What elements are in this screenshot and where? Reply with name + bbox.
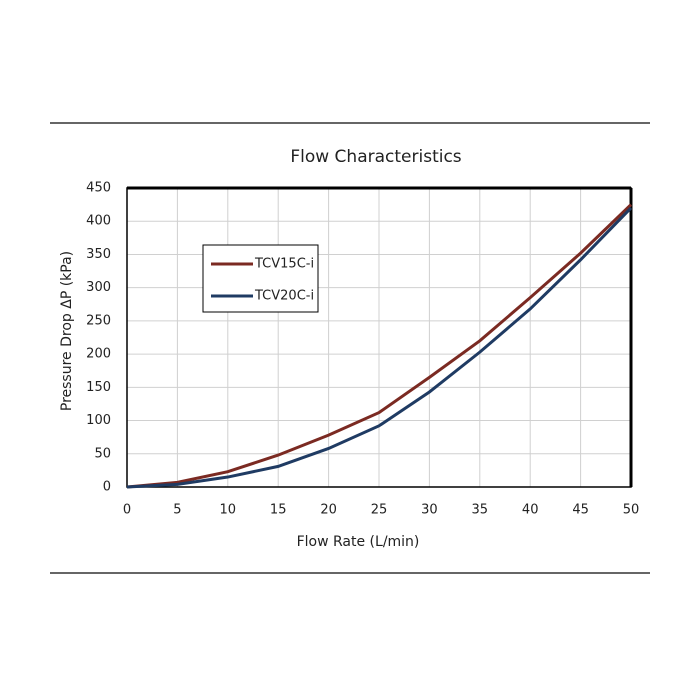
y-tick-label: 50: [94, 446, 111, 461]
y-axis-label: Pressure Drop ΔP (kPa): [59, 251, 75, 411]
legend-label: TCV15C-i: [254, 257, 314, 272]
y-tick-label: 450: [86, 181, 111, 196]
series-line: [126, 203, 633, 489]
x-tick-label: 50: [623, 503, 640, 518]
x-tick-label: 15: [270, 503, 287, 518]
y-tick-label: 350: [86, 247, 111, 262]
y-tick-label: 0: [103, 480, 111, 495]
y-tick-label: 200: [86, 347, 111, 362]
x-tick-label: 5: [173, 503, 181, 518]
chart-title: Flow Characteristics: [290, 147, 461, 167]
y-tick-label: 300: [86, 280, 111, 295]
x-axis-label: Flow Rate (L/min): [297, 534, 420, 550]
series-line: [126, 206, 633, 489]
legend-box: [202, 244, 319, 313]
y-tick-label: 100: [86, 413, 111, 428]
x-tick-label: 0: [123, 503, 131, 518]
y-tick-label: 400: [86, 214, 111, 229]
y-tick-label: 150: [86, 380, 111, 395]
x-tick-label: 45: [572, 503, 589, 518]
x-tick-label: 10: [220, 503, 237, 518]
x-tick-label: 25: [371, 503, 388, 518]
x-tick-label: 30: [421, 503, 438, 518]
x-tick-label: 40: [522, 503, 539, 518]
legend-label: TCV20C-i: [254, 289, 314, 304]
x-tick-label: 35: [472, 503, 489, 518]
y-tick-label: 250: [86, 313, 111, 328]
x-tick-label: 20: [320, 503, 337, 518]
